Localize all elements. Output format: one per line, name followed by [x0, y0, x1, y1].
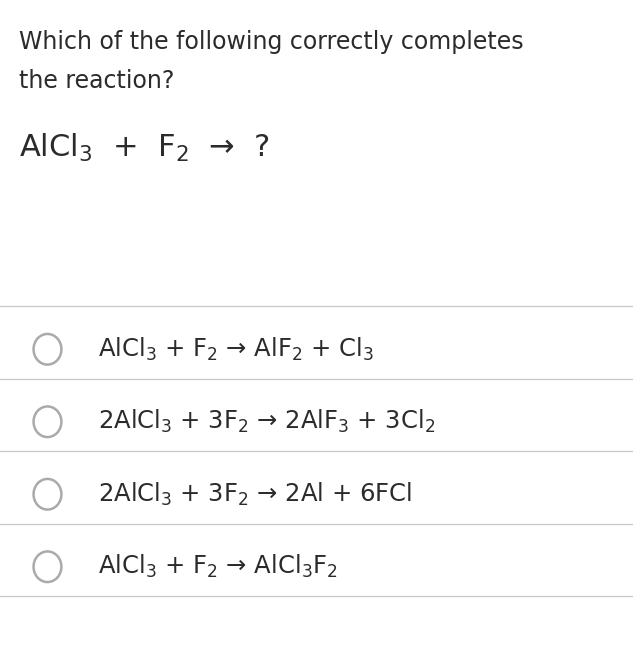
Text: Which of the following correctly completes: Which of the following correctly complet…	[19, 30, 523, 53]
Text: 2AlCl$_3$ + 3F$_2$ → 2Al + 6FCl: 2AlCl$_3$ + 3F$_2$ → 2Al + 6FCl	[98, 480, 412, 508]
Text: the reaction?: the reaction?	[19, 69, 174, 93]
Text: AlCl$_3$  +  F$_2$  →  ?: AlCl$_3$ + F$_2$ → ?	[19, 132, 270, 164]
Text: AlCl$_3$ + F$_2$ → AlCl$_3$F$_2$: AlCl$_3$ + F$_2$ → AlCl$_3$F$_2$	[98, 553, 338, 581]
Text: 2AlCl$_3$ + 3F$_2$ → 2AlF$_3$ + 3Cl$_2$: 2AlCl$_3$ + 3F$_2$ → 2AlF$_3$ + 3Cl$_2$	[98, 408, 436, 436]
Text: AlCl$_3$ + F$_2$ → AlF$_2$ + Cl$_3$: AlCl$_3$ + F$_2$ → AlF$_2$ + Cl$_3$	[98, 335, 374, 363]
